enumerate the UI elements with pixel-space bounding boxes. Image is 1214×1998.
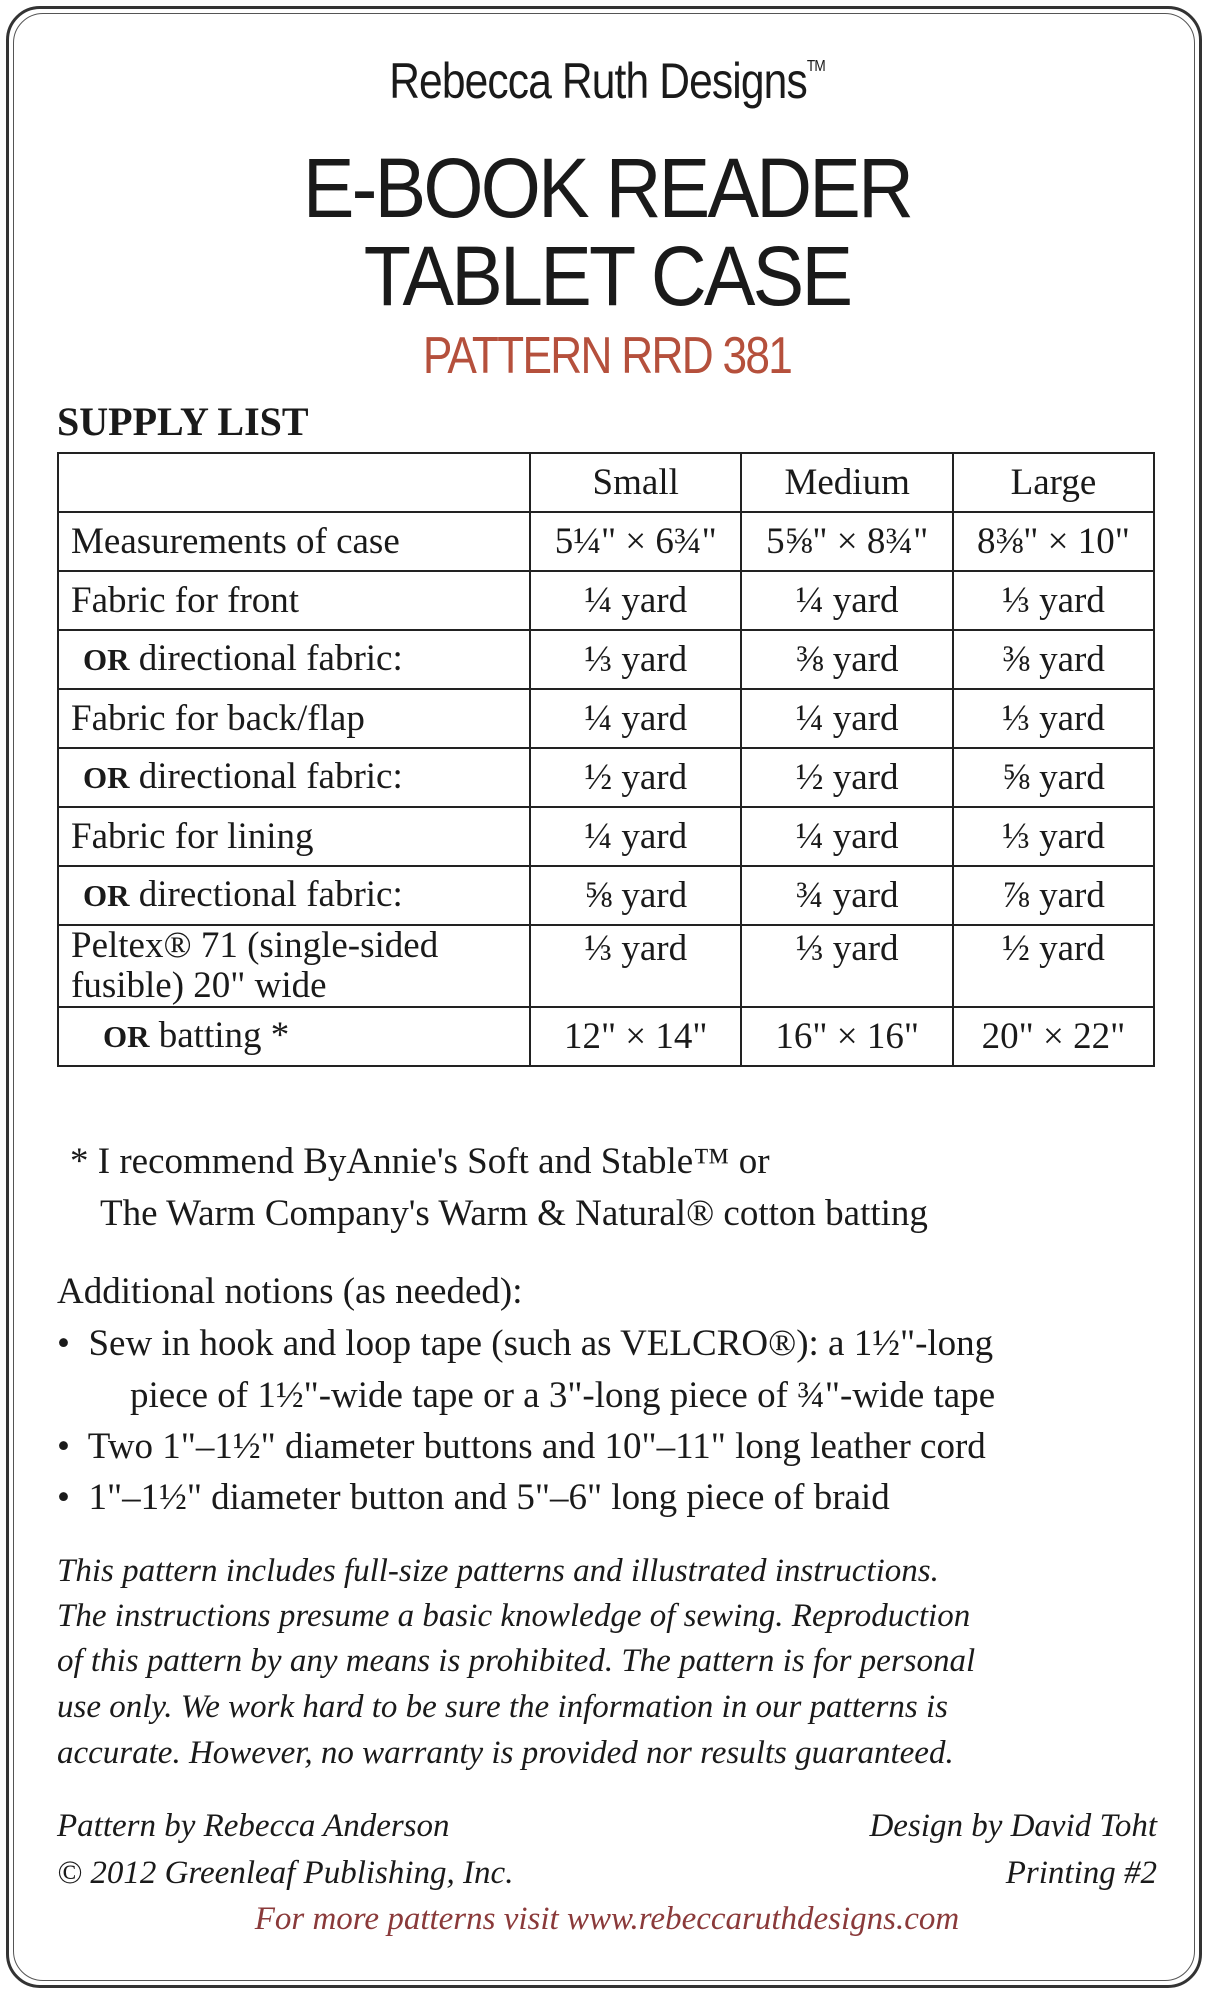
notions-heading: Additional notions (as needed):: [57, 1271, 523, 1312]
notion-text: Two 1"–1½" diameter buttons and 10"–11" …: [87, 1426, 986, 1467]
notion-text: 1"–1½" diameter button and 5"–6" long pi…: [88, 1477, 890, 1518]
table-row: OR directional fabric: ⅝ yard ¾ yard ⅞ yard: [57, 865, 1156, 926]
row-label: Fabric for front: [57, 570, 531, 631]
cell-value: 8⅜" × 10": [951, 511, 1156, 572]
table-row: Measurements of case 5¼" × 6¾" 5⅝" × 8¾" 8⅜…: [57, 511, 1156, 572]
notion-item: • Two 1"–1½" diameter buttons and 10"–11…: [57, 1426, 986, 1467]
row-label-text: Measurements of case: [71, 520, 400, 562]
row-label-text: batting *: [149, 1015, 290, 1056]
cell-value: 16" × 16": [740, 1006, 954, 1067]
disclaimer-line: This pattern includes full-size patterns…: [57, 1553, 939, 1589]
row-label-text: Peltex® 71 (single-sided fusible) 20" wi…: [71, 925, 439, 1006]
title-line-2: TABLET CASE: [363, 229, 853, 323]
or-label: OR: [83, 878, 130, 913]
disclaimer-line: use only. We work hard to be sure the in…: [57, 1689, 948, 1725]
table-row: Fabric for front ¼ yard ¼ yard ⅓ yard: [57, 570, 1156, 631]
disclaimer-line: of this pattern by any means is prohibit…: [57, 1643, 976, 1679]
table-header-row: Small Medium Large: [57, 452, 1156, 513]
cell-value: ⅓ yard: [951, 570, 1156, 631]
cell-value: ½ yard: [951, 924, 1156, 1008]
notion-item: • Sew in hook and loop tape (such as VEL…: [57, 1323, 994, 1364]
cell-value: 20" × 22": [951, 1006, 1156, 1067]
cell-value: ⅓ yard: [740, 924, 954, 1008]
trademark: TM: [806, 58, 826, 75]
outer-border: [6, 6, 1202, 1988]
supply-list-heading: SUPPLY LIST: [57, 399, 309, 444]
cell-value: ⅓ yard: [528, 629, 743, 690]
website-link[interactable]: For more patterns visit www.rebeccaruthd…: [254, 1901, 960, 1937]
cell-value: ½ yard: [528, 747, 743, 808]
row-label: OR directional fabric:: [57, 865, 531, 926]
printing: Printing #2: [1005, 1855, 1157, 1891]
or-label: OR: [103, 1019, 150, 1054]
row-label-text: Fabric for lining: [71, 815, 314, 857]
footnote-line-1: * I recommend ByAnnie's Soft and Stable™…: [70, 1141, 770, 1182]
column-header: Large: [951, 452, 1156, 513]
row-label-text: directional fabric:: [129, 638, 403, 679]
column-header: Small: [528, 452, 743, 513]
cell-value: ¾ yard: [740, 865, 954, 926]
footnote-line-2: The Warm Company's Warm & Natural® cotto…: [100, 1193, 928, 1234]
notion-text: Sew in hook and loop tape (such as VELCR…: [88, 1323, 994, 1364]
cell-value: ⅓ yard: [951, 688, 1156, 749]
cell-value: ⅝ yard: [951, 747, 1156, 808]
table-row: OR directional fabric: ⅓ yard ⅜ yard ⅜ yard: [57, 629, 1156, 690]
row-label: Fabric for back/flap: [57, 688, 531, 749]
cell-value: ¼ yard: [740, 806, 954, 867]
row-label: OR batting *: [57, 1006, 531, 1067]
table-row: Peltex® 71 (single-sided fusible) 20" wi…: [57, 924, 1156, 1008]
row-label-text: Fabric for back/flap: [71, 697, 365, 739]
title-line-1: E-BOOK READER: [302, 141, 914, 235]
inner-border: [13, 13, 1195, 1981]
or-label: OR: [83, 760, 130, 795]
brand-logo: Rebecca Ruth DesignsTM: [91, 52, 1123, 110]
pattern-by: Pattern by Rebecca Anderson: [57, 1808, 450, 1844]
table-row: Fabric for lining ¼ yard ¼ yard ⅓ yard: [57, 806, 1156, 867]
cell-value: ⅜ yard: [740, 629, 954, 690]
or-label: OR: [83, 642, 130, 677]
notion-item-cont: piece of 1½"-wide tape or a 3"-long piec…: [130, 1375, 996, 1416]
table-row: OR batting * 12" × 14" 16" × 16" 20" × 22": [57, 1006, 1156, 1067]
cell-value: ¼ yard: [528, 570, 743, 631]
row-label: Fabric for lining: [57, 806, 531, 867]
disclaimer-line: accurate. However, no warranty is provid…: [57, 1735, 954, 1771]
row-label: Measurements of case: [57, 511, 531, 572]
notion-item: • 1"–1½" diameter button and 5"–6" long …: [57, 1477, 890, 1518]
table-row: OR directional fabric: ½ yard ½ yard ⅝ yard: [57, 747, 1156, 808]
row-label: Peltex® 71 (single-sided fusible) 20" wi…: [57, 924, 531, 1008]
cell-value: 5⅝" × 8¾": [740, 511, 954, 572]
row-label: OR directional fabric:: [57, 747, 531, 808]
cell-value: ⅝ yard: [528, 865, 743, 926]
supply-table: Small Medium Large Measurements of case 5¼" …: [57, 452, 1156, 1067]
cell-value: 12" × 14": [528, 1006, 743, 1067]
column-header: [57, 452, 531, 513]
table-row: Fabric for back/flap ¼ yard ¼ yard ⅓ yard: [57, 688, 1156, 749]
copyright: © 2012 Greenleaf Publishing, Inc.: [57, 1855, 514, 1891]
cell-value: ¼ yard: [740, 688, 954, 749]
cell-value: ¼ yard: [528, 688, 743, 749]
column-header: Medium: [740, 452, 954, 513]
brand-name: Rebecca Ruth Designs: [389, 53, 808, 109]
row-label-text: directional fabric:: [129, 874, 403, 915]
cell-value: ⅓ yard: [528, 924, 743, 1008]
cell-value: ⅜ yard: [951, 629, 1156, 690]
cell-value: 5¼" × 6¾": [528, 511, 743, 572]
design-by: Design by David Toht: [869, 1808, 1157, 1844]
row-label-text: Fabric for front: [71, 579, 300, 621]
cell-value: ¼ yard: [740, 570, 954, 631]
row-label: OR directional fabric:: [57, 629, 531, 690]
cell-value: ⅞ yard: [951, 865, 1156, 926]
row-label-text: directional fabric:: [129, 756, 403, 797]
pattern-number: PATTERN RRD 381: [422, 327, 793, 385]
cell-value: ⅓ yard: [951, 806, 1156, 867]
cell-value: ¼ yard: [528, 806, 743, 867]
cell-value: ½ yard: [740, 747, 954, 808]
disclaimer-line: The instructions presume a basic knowled…: [57, 1598, 971, 1634]
